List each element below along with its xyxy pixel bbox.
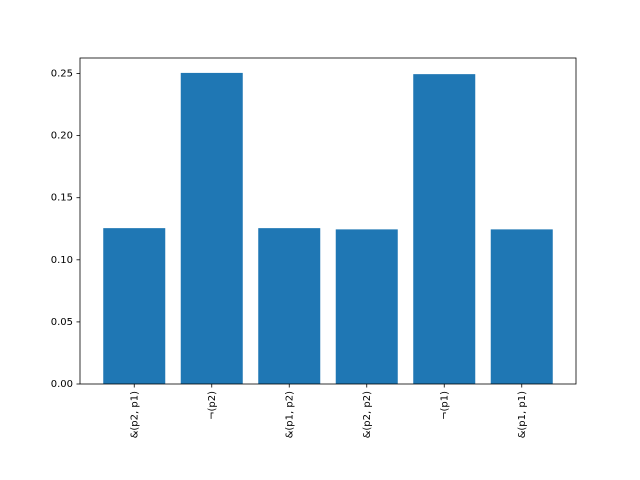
bar	[335, 229, 398, 384]
plot-frame	[79, 57, 577, 385]
bar	[180, 72, 243, 384]
y-tick-label: 0.10	[51, 255, 73, 266]
x-tick-label: &(p2, p2)	[362, 391, 373, 438]
x-tick-label: ¬(p1)	[439, 391, 450, 420]
y-tick-label: 0.00	[51, 379, 73, 390]
bar	[103, 228, 166, 384]
bar	[490, 229, 553, 384]
bar	[258, 228, 321, 384]
x-tick-label: &(p1, p2)	[284, 391, 295, 438]
y-tick-label: 0.15	[51, 193, 73, 204]
x-tick-label: ¬(p2)	[207, 391, 218, 420]
y-tick-label: 0.05	[51, 317, 73, 328]
bar	[413, 74, 476, 384]
y-tick-label: 0.25	[51, 69, 73, 80]
y-tick-label: 0.20	[51, 131, 73, 142]
x-tick-label: &(p1, p1)	[517, 391, 528, 438]
x-tick-label: &(p2, p1)	[129, 391, 140, 438]
